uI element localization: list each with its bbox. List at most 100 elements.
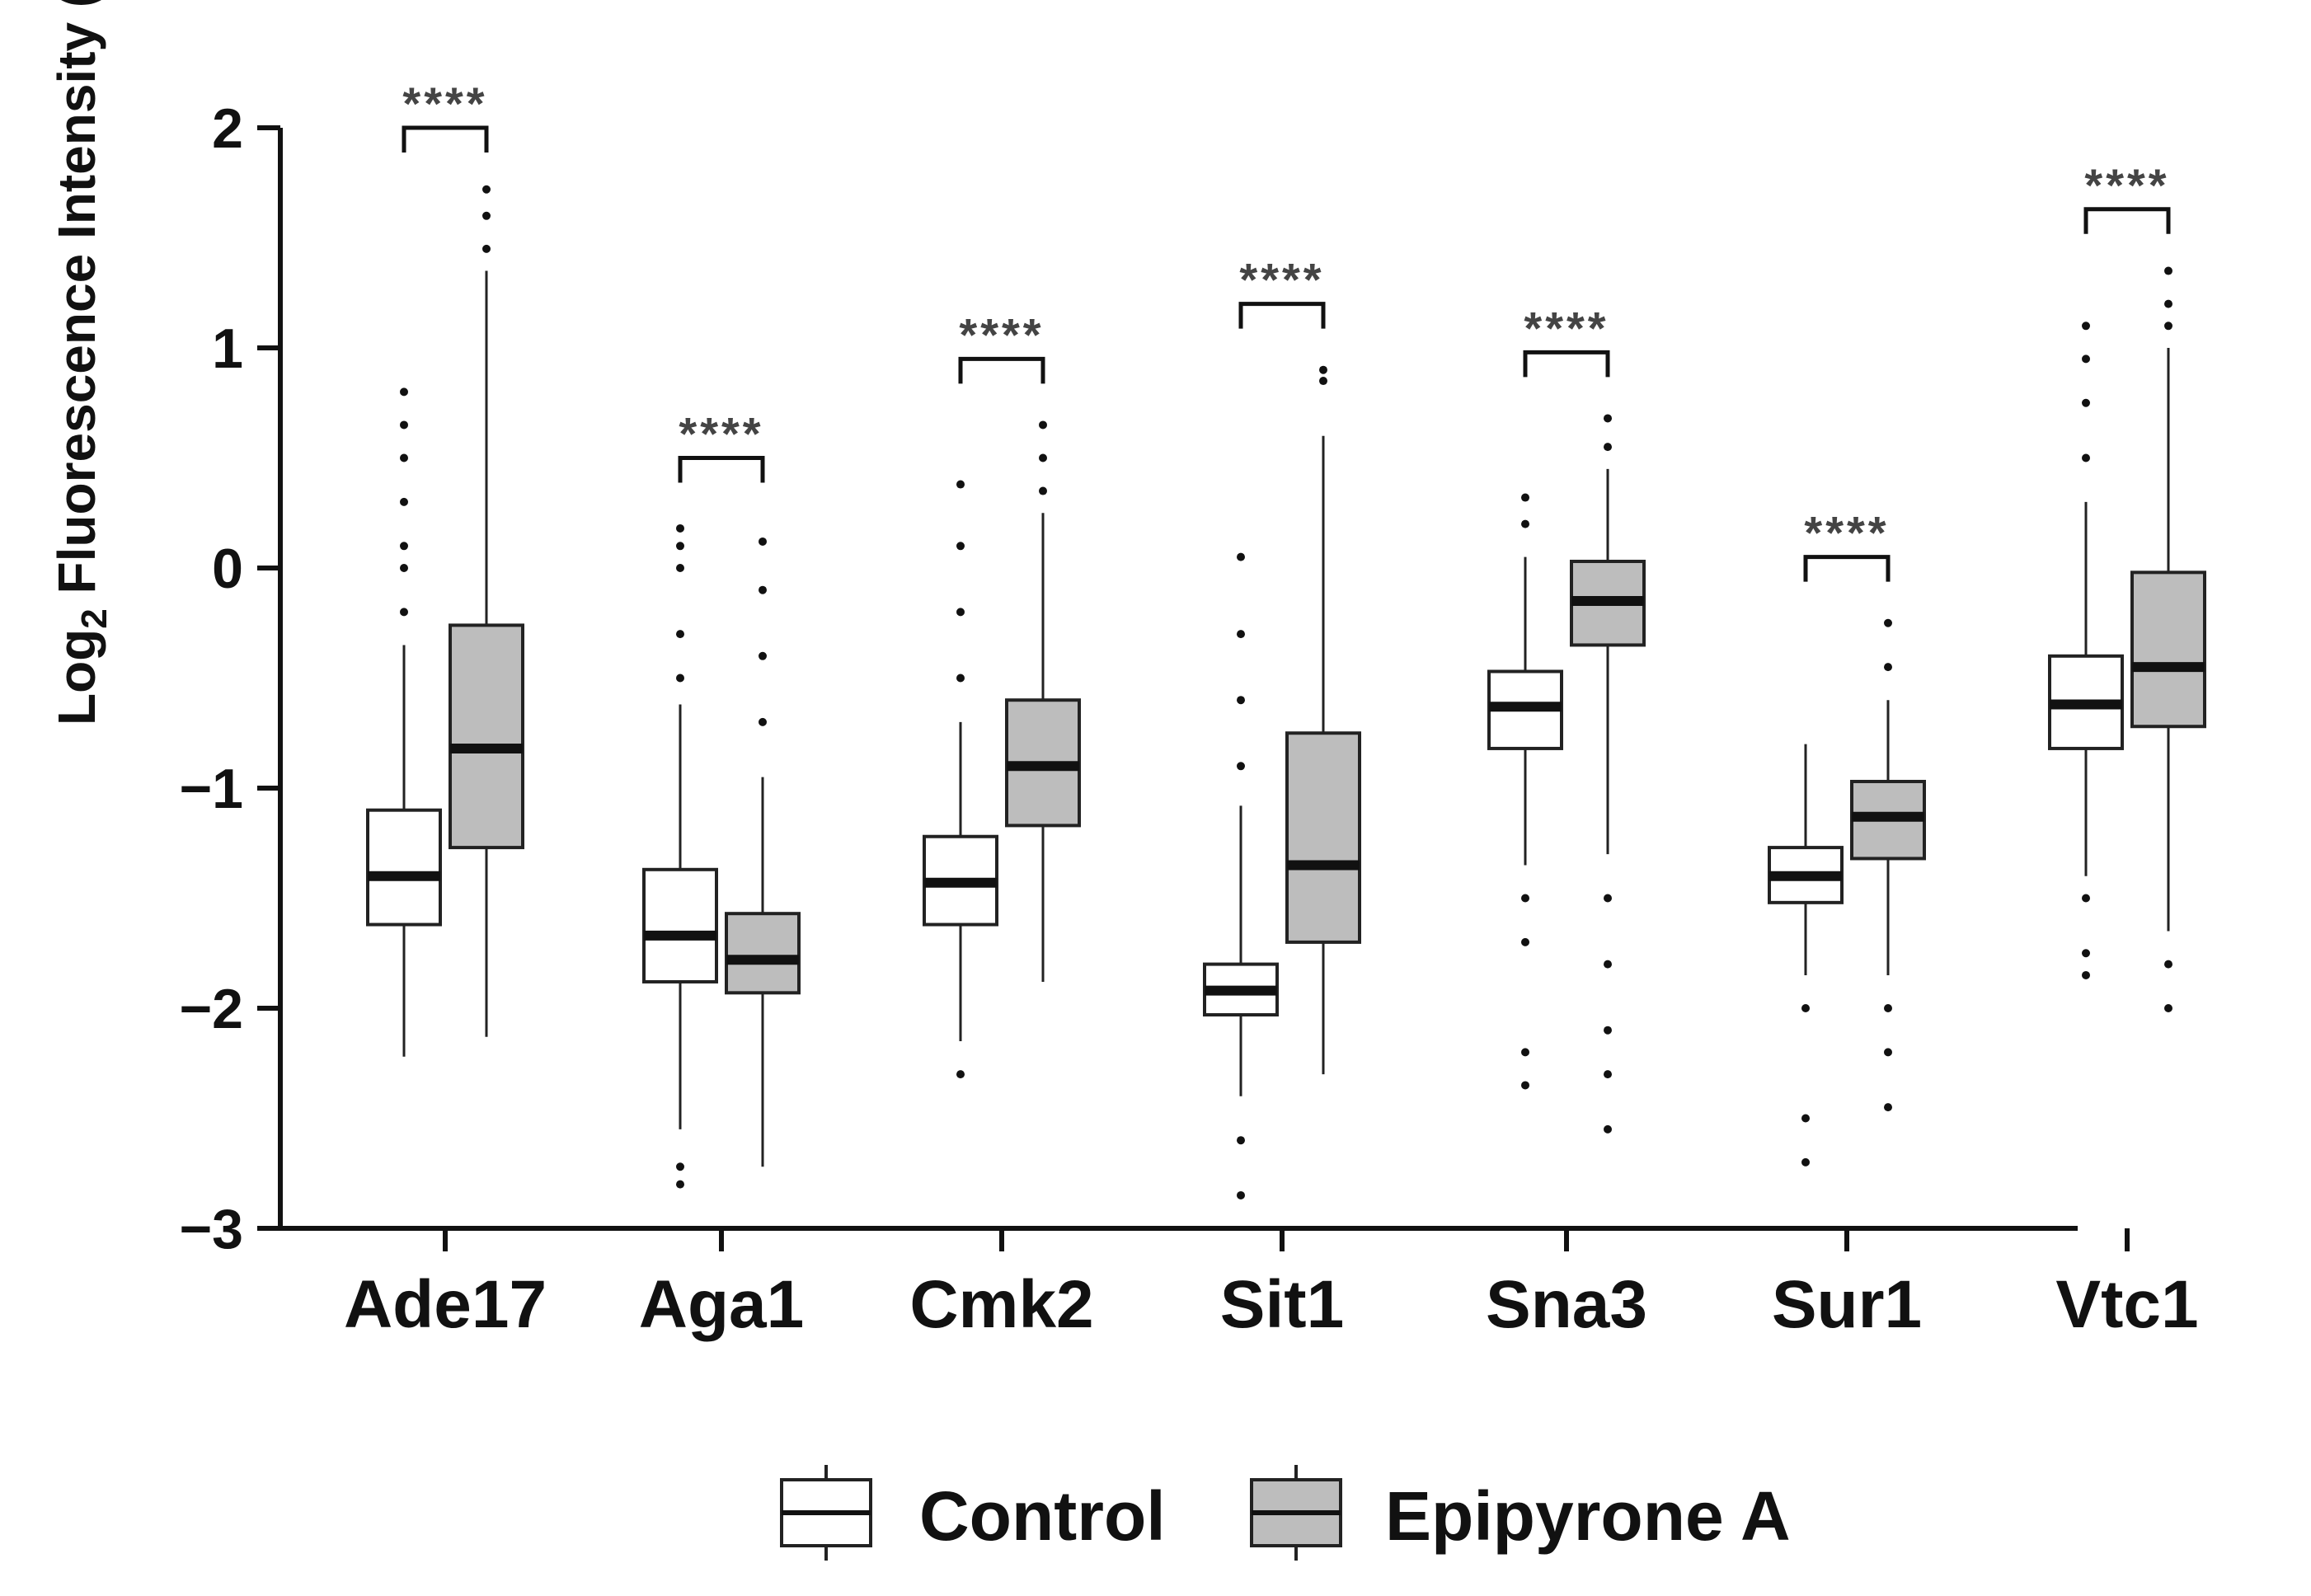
box-aga1-control xyxy=(642,704,718,1129)
outlier-point xyxy=(400,453,408,462)
outlier-point xyxy=(1521,894,1529,903)
outlier-point xyxy=(1604,894,1612,903)
significance-aga1: **** xyxy=(678,408,765,483)
outlier-point xyxy=(2164,299,2172,308)
outlier-point xyxy=(1884,1004,1892,1012)
significance-label: **** xyxy=(402,77,487,129)
box-sna3-control xyxy=(1487,556,1563,866)
x-tick-label-aga1: Aga1 xyxy=(639,1267,805,1342)
significance-bracket xyxy=(678,456,765,483)
significance-label: **** xyxy=(1524,302,1609,354)
outlier-point xyxy=(2082,949,2090,958)
outlier-point xyxy=(1604,960,1612,969)
outlier-point xyxy=(1884,618,1892,627)
legend-swatch-control xyxy=(780,1465,872,1561)
x-tick-label-sur1: Sur1 xyxy=(1772,1267,1922,1342)
outlier-point xyxy=(2164,322,2172,331)
outlier-point xyxy=(676,523,684,533)
outlier-point xyxy=(1237,696,1245,705)
axes xyxy=(278,128,2078,1231)
outlier-point xyxy=(400,608,408,617)
outlier-point xyxy=(2164,960,2172,969)
box-iqr xyxy=(2130,570,2206,729)
outlier-point xyxy=(1237,630,1245,639)
y-axis-label-rest: Fluorescence Intensity (a.u.) xyxy=(47,0,106,608)
outlier-point xyxy=(1521,1081,1529,1090)
significance-label: **** xyxy=(679,408,763,460)
y-tick-label: 0 xyxy=(212,537,243,600)
svg-text:Log2 Fluorescence Intensity (a: Log2 Fluorescence Intensity (a.u.) xyxy=(47,0,115,725)
outlier-point xyxy=(956,608,965,617)
y-tick-label: 1 xyxy=(212,317,243,380)
outlier-point xyxy=(1237,762,1245,771)
significance-ade17: **** xyxy=(402,77,489,153)
outlier-point xyxy=(676,674,684,683)
significance-bracket xyxy=(1523,350,1610,378)
significance-bracket xyxy=(402,125,489,153)
box-sur1-control xyxy=(1768,744,1844,975)
outlier-point xyxy=(676,564,684,572)
significance-sna3: **** xyxy=(1523,302,1610,378)
box-vtc1-control xyxy=(2048,501,2124,876)
outlier-point xyxy=(2164,1004,2172,1012)
significance-brackets: **** **** **** **** **** **** **** xyxy=(402,77,2171,582)
outlier-point xyxy=(1884,1103,1892,1112)
box-sur1-epipyrone-a xyxy=(1850,700,1926,975)
outlier-point xyxy=(956,542,965,551)
outlier-point xyxy=(2082,322,2090,331)
significance-bracket xyxy=(958,356,1045,384)
y-axis-label-subscript: 2 xyxy=(74,608,115,628)
box-sna3-epipyrone-a xyxy=(1570,468,1646,855)
outlier-point xyxy=(1604,1026,1612,1035)
outlier-point xyxy=(759,717,767,726)
outliers xyxy=(400,185,2172,1199)
outlier-point xyxy=(1604,1124,1612,1134)
outlier-point xyxy=(1039,420,1047,430)
y-ticks: 2 1 0 −1 −2 −3 xyxy=(179,97,280,1260)
legend-item-epipyrone-a: Epipyrone A xyxy=(1250,1465,1791,1561)
outlier-point xyxy=(2082,894,2090,903)
outlier-point xyxy=(1237,1136,1245,1145)
outlier-point xyxy=(1521,1048,1529,1057)
outlier-point xyxy=(676,542,684,551)
outlier-point xyxy=(2082,354,2090,364)
outlier-point xyxy=(2164,266,2172,275)
significance-bracket xyxy=(1803,555,1891,582)
outlier-point xyxy=(482,185,491,194)
x-tick-label-sna3: Sna3 xyxy=(1486,1267,1647,1342)
y-tick-label: 2 xyxy=(212,97,243,160)
outlier-point xyxy=(956,1070,965,1079)
outlier-point xyxy=(400,420,408,430)
significance-label: **** xyxy=(2084,159,2169,211)
box-sit1-control xyxy=(1203,805,1279,1096)
outlier-point xyxy=(400,387,408,397)
legend-label-control: Control xyxy=(919,1477,1166,1555)
significance-label: **** xyxy=(1239,254,1324,306)
significance-label: **** xyxy=(1804,507,1889,559)
outlier-point xyxy=(676,1180,684,1189)
legend-label-epipyrone-a: Epipyrone A xyxy=(1385,1477,1791,1555)
box-aga1-epipyrone-a xyxy=(725,777,801,1167)
outlier-point xyxy=(1801,1114,1810,1123)
outlier-point xyxy=(759,585,767,594)
outlier-point xyxy=(759,537,767,546)
legend-item-control: Control xyxy=(780,1465,1166,1561)
legend: Control Epipyrone A xyxy=(780,1465,1791,1561)
box-cmk2-epipyrone-a xyxy=(1005,513,1081,982)
outlier-point xyxy=(1237,552,1245,561)
significance-label: **** xyxy=(959,308,1044,360)
x-tick-label-vtc1: Vtc1 xyxy=(2055,1267,2198,1342)
outlier-point xyxy=(400,497,408,506)
outlier-point xyxy=(1039,486,1047,495)
outlier-point xyxy=(676,1162,684,1171)
outlier-point xyxy=(1521,937,1529,946)
outlier-point xyxy=(1801,1157,1810,1166)
x-tick-label-cmk2: Cmk2 xyxy=(909,1267,1093,1342)
box-iqr xyxy=(725,912,801,995)
x-ticks: Ade17 Aga1 Cmk2 Sit1 Sna3 Sur1 Vtc1 xyxy=(344,1228,2199,1342)
x-tick-label-ade17: Ade17 xyxy=(344,1267,547,1342)
outlier-point xyxy=(2082,970,2090,979)
outlier-point xyxy=(1884,663,1892,672)
box-cmk2-control xyxy=(923,721,998,1042)
